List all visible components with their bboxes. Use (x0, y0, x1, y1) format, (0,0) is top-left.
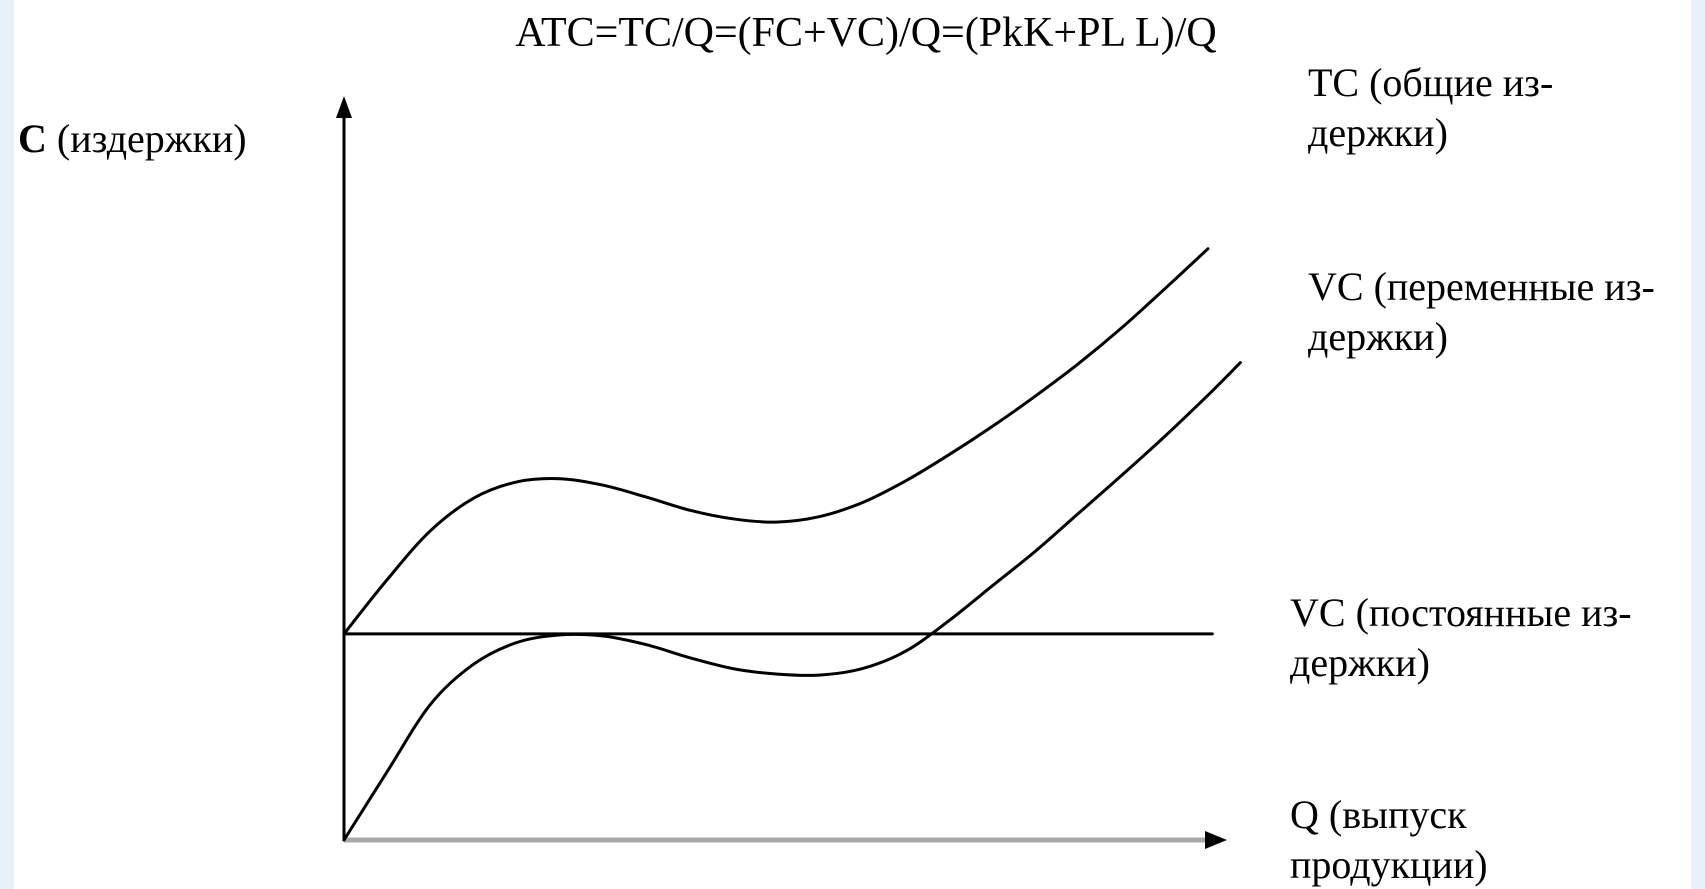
series-line-tc (342, 247, 1210, 636)
x-axis-arrowhead (1205, 831, 1227, 849)
vc-label-line2: держки) (1308, 314, 1448, 359)
fc-label-line2: держки) (1290, 640, 1430, 685)
vc-label-line1: VC (переменные из- (1308, 264, 1655, 309)
tc-label-line1: TC (общие из- (1308, 60, 1553, 105)
series-line-vc (342, 361, 1242, 842)
chart-panel (14, 0, 1691, 889)
fc-label-line1: VC (постоянные из- (1290, 590, 1632, 635)
series-layer (342, 247, 1242, 842)
y-axis-text: (издержки) (47, 116, 247, 161)
y-axis-label: C (издержки) (18, 116, 247, 161)
x-axis-label-line2: продукции) (1290, 842, 1488, 887)
chart-title: ATC=TC/Q=(FC+VC)/Q=(PkK+PL L)/Q (515, 10, 1216, 56)
y-axis-arrowhead (336, 96, 352, 118)
x-axis-label-line1: Q (выпуск (1290, 792, 1467, 837)
tc-label-line2: держки) (1308, 110, 1448, 155)
y-axis-symbol: C (18, 116, 47, 161)
